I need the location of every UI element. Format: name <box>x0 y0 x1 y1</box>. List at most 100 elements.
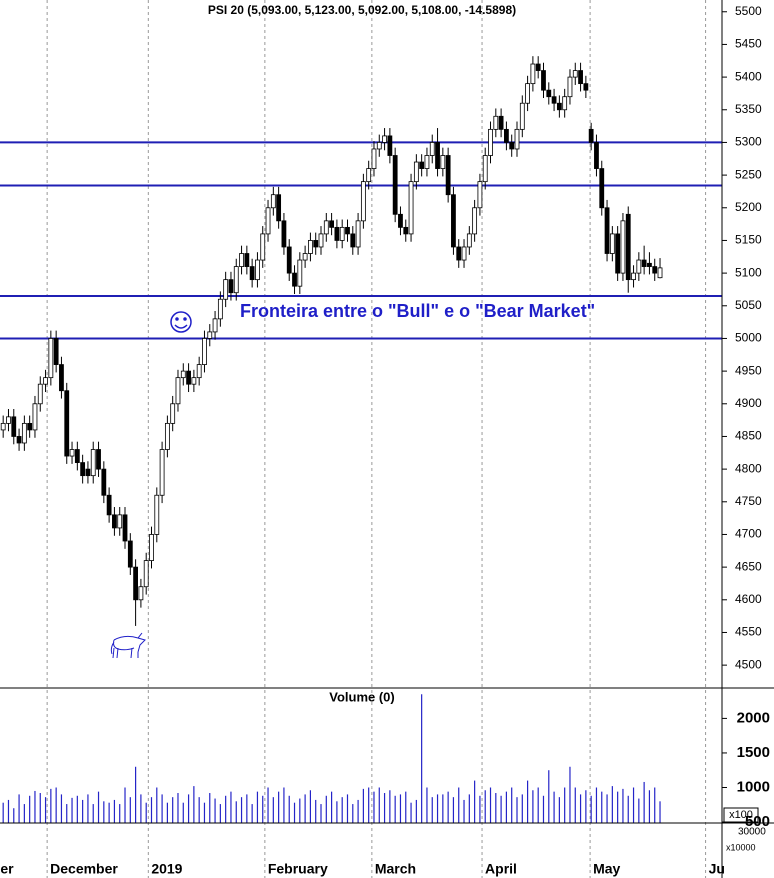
candle-body <box>265 207 271 235</box>
x-tick-label: March <box>375 861 416 877</box>
candle-body <box>80 462 86 477</box>
candle-body <box>249 266 255 281</box>
candle-body <box>117 514 123 529</box>
candle-body <box>360 181 366 222</box>
candle-body <box>106 494 112 516</box>
candle-body <box>647 262 652 267</box>
candle-body <box>541 70 546 91</box>
candle-body <box>334 226 340 241</box>
y-tick-label: 5350 <box>735 102 762 116</box>
candle-body <box>186 370 191 385</box>
volume-tick-label: 1500 <box>737 744 770 761</box>
candle-body <box>440 155 446 169</box>
volume-title: Volume (0) <box>329 689 395 704</box>
candle-body <box>514 128 520 150</box>
candle-body <box>127 540 133 568</box>
candle-body <box>260 233 266 261</box>
candle-body <box>0 422 6 431</box>
candle-body <box>74 449 80 463</box>
y-tick-label: 5500 <box>735 4 762 18</box>
candle-body <box>376 142 382 150</box>
candle-body <box>286 246 292 274</box>
y-tick-label: 4650 <box>735 559 762 573</box>
candle-body <box>657 267 663 279</box>
candle-body <box>149 534 154 561</box>
candle-body <box>551 96 557 104</box>
candle-body <box>604 207 610 254</box>
candle-body <box>382 135 387 143</box>
candle-body <box>255 259 260 281</box>
candle-body <box>159 449 165 496</box>
candle-body <box>477 181 483 209</box>
candle-body <box>175 377 181 405</box>
candle-body <box>276 194 282 222</box>
candle-body <box>96 449 101 470</box>
candle-body <box>620 220 626 274</box>
y-tick-label: 5200 <box>735 200 762 214</box>
candle-body <box>239 253 244 267</box>
candle-body <box>21 422 27 444</box>
candle-body <box>233 266 239 294</box>
candle-body <box>292 272 297 287</box>
x-tick-label: May <box>593 861 620 877</box>
candle-body <box>101 468 107 496</box>
candle-body <box>59 364 64 392</box>
candle-body <box>191 377 197 385</box>
candle-body <box>594 142 599 169</box>
candle-body <box>451 194 456 248</box>
candle-body <box>138 586 144 601</box>
candle-body <box>488 128 493 156</box>
y-tick-label: 4600 <box>735 592 762 606</box>
candle-body <box>435 142 440 169</box>
candle-body <box>371 148 377 169</box>
candle-body <box>636 259 642 274</box>
candle-body <box>11 416 17 437</box>
candle-body <box>519 102 525 130</box>
candle-body <box>461 246 467 261</box>
candle-body <box>493 115 499 130</box>
x-tick-label: 2019 <box>151 861 182 877</box>
volume-tick-label: 1000 <box>737 778 770 795</box>
grid <box>46 0 727 878</box>
candle-body <box>387 135 393 156</box>
candle-body <box>202 338 207 365</box>
candle-body <box>212 318 218 333</box>
candle-body <box>546 89 552 98</box>
y-tick-label: 5100 <box>735 265 762 279</box>
y-tick-label: 4700 <box>735 527 762 541</box>
candle-body <box>32 403 38 431</box>
annotation: Fronteira entre o "Bull" e o "Bear Marke… <box>240 301 595 321</box>
candle-body <box>170 403 176 424</box>
candle-body <box>588 128 594 143</box>
candle-body <box>504 128 509 143</box>
candle-body <box>599 168 605 209</box>
y-tick-label: 5150 <box>735 233 762 247</box>
x-tick-label: April <box>485 861 517 877</box>
y-tick-label: 4500 <box>735 657 762 671</box>
candle-body <box>180 370 186 379</box>
candle-body <box>652 266 658 274</box>
x-tick-label: Ju <box>709 861 725 877</box>
candle-body <box>6 416 11 424</box>
candle-body <box>64 390 70 457</box>
x-tick-label: er <box>0 861 14 877</box>
candle-body <box>270 194 276 209</box>
volume-unit: x100 <box>729 809 753 821</box>
candle-body <box>641 259 647 267</box>
volume-tick-label: 2000 <box>737 709 770 726</box>
chart-title: PSI 20 (5,093.00, 5,123.00, 5,092.00, 5,… <box>208 3 516 17</box>
y-tick-label: 4950 <box>735 363 762 377</box>
candle-body <box>456 246 462 261</box>
candle-body <box>345 226 350 235</box>
candle-body <box>302 253 308 261</box>
candle-body <box>525 83 530 104</box>
candle-body <box>472 207 478 235</box>
candle-body <box>228 279 234 294</box>
candle-body <box>37 383 43 405</box>
y-tick-label: 5300 <box>735 135 762 149</box>
candle-body <box>154 494 160 535</box>
candle-body <box>583 83 589 91</box>
candle-body <box>85 468 91 477</box>
candle-body <box>562 96 568 111</box>
